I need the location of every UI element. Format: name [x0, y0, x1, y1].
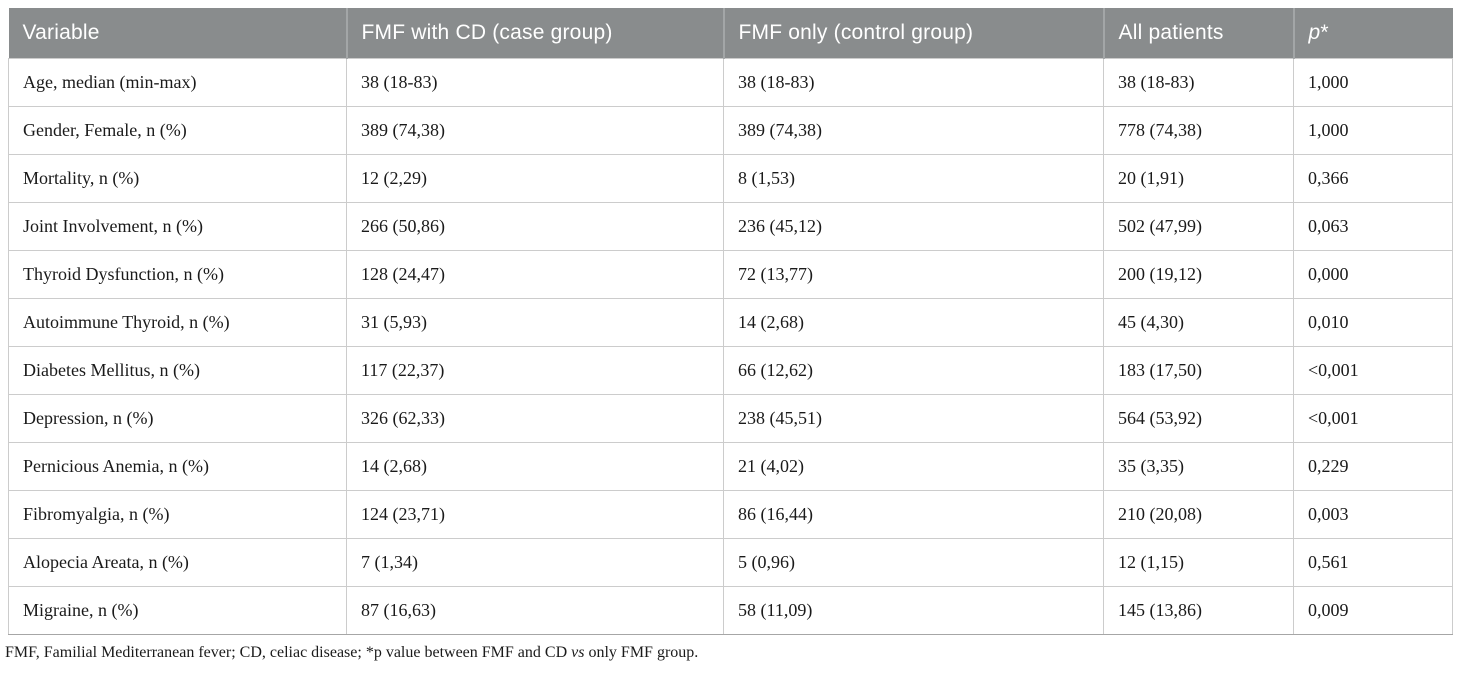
cell-p-value: 1,000 [1293, 58, 1453, 107]
table-row: Fibromyalgia, n (%) 124 (23,71) 86 (16,44)… [8, 490, 1453, 539]
cell-all-patients: 502 (47,99) [1103, 202, 1294, 251]
cell-variable: Age, median (min-max) [8, 58, 347, 107]
cell-p-value: 0,561 [1293, 538, 1453, 587]
table-row: Joint Involvement, n (%) 266 (50,86) 236 (… [8, 202, 1453, 251]
cell-variable: Joint Involvement, n (%) [8, 202, 347, 251]
cell-p-value: 0,063 [1293, 202, 1453, 251]
table-row: Pernicious Anemia, n (%) 14 (2,68) 21 (4,0… [8, 442, 1453, 491]
cell-control-group: 8 (1,53) [723, 154, 1104, 203]
cell-case-group: 124 (23,71) [346, 490, 724, 539]
cell-case-group: 389 (74,38) [346, 106, 724, 155]
table-row: Autoimmune Thyroid, n (%) 31 (5,93) 14 (2,… [8, 298, 1453, 347]
cell-control-group: 5 (0,96) [723, 538, 1104, 587]
cell-all-patients: 20 (1,91) [1103, 154, 1294, 203]
table-row: Gender, Female, n (%) 389 (74,38) 389 (74,… [8, 106, 1453, 155]
cell-all-patients: 12 (1,15) [1103, 538, 1294, 587]
footnote-vs-italic: vs [571, 644, 585, 661]
cell-all-patients: 145 (13,86) [1103, 586, 1294, 635]
cell-variable: Diabetes Mellitus, n (%) [8, 346, 347, 395]
cell-variable: Gender, Female, n (%) [8, 106, 347, 155]
table-row: Migraine, n (%) 87 (16,63) 58 (11,09) 145 (… [8, 586, 1453, 635]
cell-control-group: 86 (16,44) [723, 490, 1104, 539]
column-header-case-group: FMF with CD (case group) [345, 8, 724, 59]
cell-variable: Fibromyalgia, n (%) [8, 490, 347, 539]
cell-control-group: 72 (13,77) [723, 250, 1104, 299]
cell-variable: Autoimmune Thyroid, n (%) [8, 298, 347, 347]
cell-case-group: 128 (24,47) [346, 250, 724, 299]
cell-control-group: 38 (18-83) [723, 58, 1104, 107]
cell-all-patients: 35 (3,35) [1103, 442, 1294, 491]
cell-case-group: 326 (62,33) [346, 394, 724, 443]
footnote-text: FMF, Familial Mediterranean fever; CD, c… [5, 644, 572, 661]
cell-all-patients: 778 (74,38) [1103, 106, 1294, 155]
cell-control-group: 238 (45,51) [723, 394, 1104, 443]
table-body: Age, median (min-max) 38 (18-83) 38 (18-83… [8, 58, 1453, 635]
cell-control-group: 66 (12,62) [723, 346, 1104, 395]
cell-p-value: 0,000 [1293, 250, 1453, 299]
table-row: Depression, n (%) 326 (62,33) 238 (45,51) 5… [8, 394, 1453, 443]
cell-control-group: 14 (2,68) [723, 298, 1104, 347]
cell-case-group: 266 (50,86) [346, 202, 724, 251]
cell-variable: Alopecia Areata, n (%) [8, 538, 347, 587]
cell-p-value: 0,009 [1293, 586, 1453, 635]
cell-p-value: <0,001 [1293, 346, 1453, 395]
table-header: Variable FMF with CD (case group) FMF only… [8, 8, 1453, 59]
table-row: Mortality, n (%) 12 (2,29) 8 (1,53) 20 (1,9… [8, 154, 1453, 203]
table-footnote: FMF, Familial Mediterranean fever; CD, c… [5, 644, 1460, 662]
cell-variable: Thyroid Dysfunction, n (%) [8, 250, 347, 299]
cell-control-group: 21 (4,02) [723, 442, 1104, 491]
cell-variable: Migraine, n (%) [8, 586, 347, 635]
cell-all-patients: 200 (19,12) [1103, 250, 1294, 299]
column-header-control-group: FMF only (control group) [722, 8, 1104, 59]
table-row: Diabetes Mellitus, n (%) 117 (22,37) 66 (1… [8, 346, 1453, 395]
cell-case-group: 38 (18-83) [346, 58, 724, 107]
column-header-p-value: p* [1292, 8, 1453, 59]
column-header-all-patients: All patients [1102, 8, 1294, 59]
cell-all-patients: 564 (53,92) [1103, 394, 1294, 443]
column-header-suffix: * [1320, 21, 1329, 44]
table-row: Alopecia Areata, n (%) 7 (1,34) 5 (0,96) 12… [8, 538, 1453, 587]
table-row: Age, median (min-max) 38 (18-83) 38 (18-83… [8, 58, 1453, 107]
cell-p-value: 0,003 [1293, 490, 1453, 539]
cell-all-patients: 210 (20,08) [1103, 490, 1294, 539]
cell-p-value: <0,001 [1293, 394, 1453, 443]
cell-control-group: 58 (11,09) [723, 586, 1104, 635]
column-header-variable: Variable [8, 8, 347, 59]
cell-control-group: 236 (45,12) [723, 202, 1104, 251]
footnote-text-end: only FMF group. [584, 644, 699, 661]
comparison-table: Variable FMF with CD (case group) FMF only… [8, 8, 1453, 635]
table-row: Thyroid Dysfunction, n (%) 128 (24,47) 72 … [8, 250, 1453, 299]
cell-all-patients: 38 (18-83) [1103, 58, 1294, 107]
cell-variable: Pernicious Anemia, n (%) [8, 442, 347, 491]
cell-case-group: 31 (5,93) [346, 298, 724, 347]
cell-control-group: 389 (74,38) [723, 106, 1104, 155]
cell-p-value: 0,229 [1293, 442, 1453, 491]
cell-case-group: 87 (16,63) [346, 586, 724, 635]
cell-all-patients: 45 (4,30) [1103, 298, 1294, 347]
cell-all-patients: 183 (17,50) [1103, 346, 1294, 395]
column-header-italic-part: p [1308, 21, 1321, 44]
cell-p-value: 1,000 [1293, 106, 1453, 155]
cell-variable: Depression, n (%) [8, 394, 347, 443]
cell-p-value: 0,366 [1293, 154, 1453, 203]
cell-case-group: 7 (1,34) [346, 538, 724, 587]
cell-case-group: 14 (2,68) [346, 442, 724, 491]
cell-variable: Mortality, n (%) [8, 154, 347, 203]
cell-p-value: 0,010 [1293, 298, 1453, 347]
cell-case-group: 117 (22,37) [346, 346, 724, 395]
cell-case-group: 12 (2,29) [346, 154, 724, 203]
table-header-row: Variable FMF with CD (case group) FMF only… [8, 8, 1453, 59]
